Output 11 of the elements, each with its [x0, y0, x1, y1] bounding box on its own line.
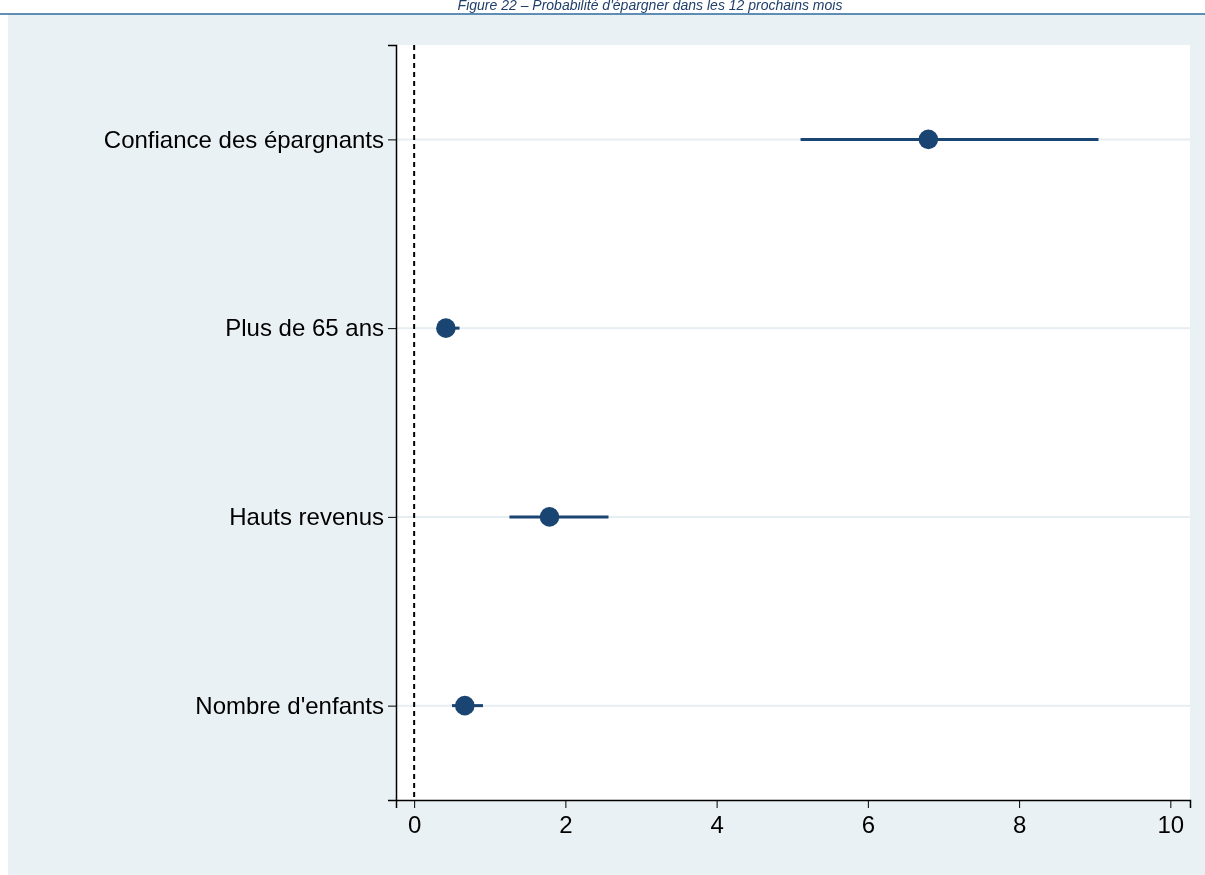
chart-title: Figure 22 – Probabilité d'épargner dans les 12 prochains mois: [457, 0, 843, 13]
x-tick-label: 6: [861, 811, 876, 839]
y-tick-label: Hauts revenus: [229, 503, 384, 531]
x-tick-label: 2: [559, 811, 573, 839]
x-tick-label: 0: [407, 811, 422, 839]
x-tick-label: 4: [710, 811, 724, 839]
y-tick-label: Plus de 65 ans: [225, 314, 384, 342]
x-tick-label: 10: [1157, 811, 1185, 839]
y-tick-label: Nombre d'enfants: [195, 691, 384, 719]
x-tick-label: 8: [1012, 811, 1027, 839]
y-tick-label: Confiance des épargnants: [103, 125, 384, 153]
